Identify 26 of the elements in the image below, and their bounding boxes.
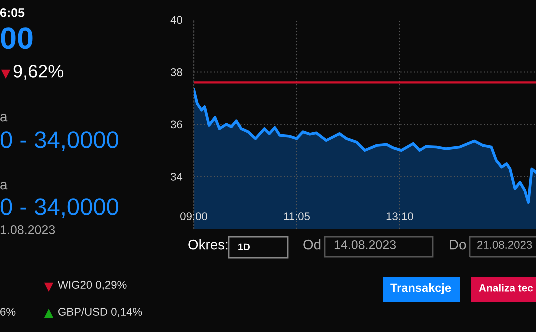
text: a: [0, 182, 8, 190]
text: Analiza tec: [479, 284, 534, 292]
text: 6:05: [0, 8, 25, 18]
x-tick-label: 09:00: [180, 212, 208, 220]
y-tick-label: 40: [170, 16, 182, 24]
x-tick-label: 13:10: [386, 212, 414, 220]
text: Od: [304, 240, 321, 250]
text: 6%: [0, 308, 16, 316]
text: Do: [450, 240, 466, 250]
text: a: [0, 114, 8, 122]
text: 0 - 34,0000: [0, 198, 119, 218]
text: GBP/USD 0,14%: [58, 308, 142, 318]
text: 1.08.2023: [0, 226, 56, 234]
x-tick-label: 11:05: [284, 212, 310, 220]
text: 9,62%: [14, 65, 64, 80]
text: Okres:: [188, 240, 228, 250]
y-tick-label: 38: [170, 68, 182, 76]
text: 21.08.2023: [478, 241, 532, 249]
text: Transakcje: [390, 283, 452, 295]
text: WIG20 0,29%: [58, 281, 127, 290]
text: 00: [1, 28, 33, 50]
text: 0 - 34,0000: [0, 132, 119, 152]
y-tick-label: 36: [170, 120, 182, 129]
text: 14.08.2023: [334, 240, 396, 250]
y-tick-label: 34: [170, 173, 183, 181]
text: 1D: [238, 244, 250, 251]
